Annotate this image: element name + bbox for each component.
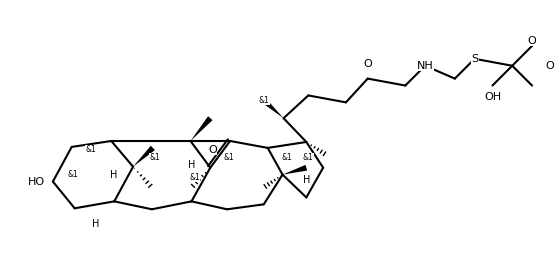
- Text: O: O: [528, 36, 537, 46]
- Text: H: H: [92, 219, 99, 229]
- Text: S: S: [471, 54, 478, 64]
- Text: O: O: [545, 61, 554, 71]
- Text: &1: &1: [224, 153, 234, 162]
- Text: H: H: [302, 175, 310, 185]
- Text: &1: &1: [281, 153, 292, 162]
- Text: HO: HO: [28, 177, 45, 187]
- Text: H: H: [109, 170, 117, 180]
- Polygon shape: [190, 116, 213, 141]
- Polygon shape: [133, 146, 155, 167]
- Text: &1: &1: [85, 145, 96, 154]
- Polygon shape: [282, 165, 307, 175]
- Text: OH: OH: [484, 93, 501, 103]
- Polygon shape: [262, 98, 284, 118]
- Text: &1: &1: [149, 153, 160, 162]
- Text: NH: NH: [417, 61, 433, 71]
- Text: H: H: [188, 160, 195, 170]
- Text: &1: &1: [259, 96, 269, 105]
- Text: O: O: [364, 59, 372, 69]
- Text: &1: &1: [303, 153, 314, 162]
- Text: &1: &1: [189, 173, 200, 182]
- Text: &1: &1: [67, 170, 78, 179]
- Text: O: O: [208, 145, 216, 155]
